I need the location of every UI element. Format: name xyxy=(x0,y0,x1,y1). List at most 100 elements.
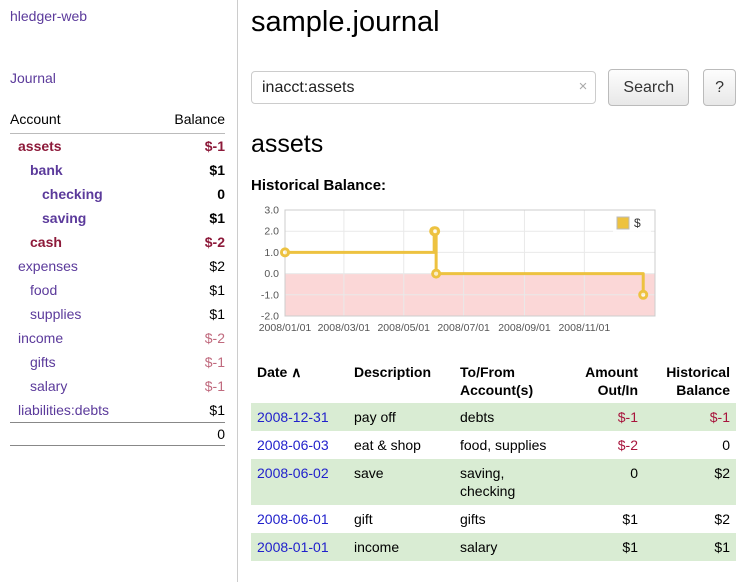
account-name-cell: supplies xyxy=(10,302,152,326)
transaction-date-link[interactable]: 2008-12-31 xyxy=(257,409,329,425)
chart-data-point xyxy=(638,289,649,300)
transaction-date-link[interactable]: 2008-06-02 xyxy=(257,465,329,481)
transaction-accounts: salary xyxy=(460,539,498,555)
account-balance: $1 xyxy=(209,402,225,418)
account-name-cell: liabilities:debts xyxy=(10,398,152,423)
svg-text:-1.0: -1.0 xyxy=(261,289,279,301)
account-link[interactable]: assets xyxy=(18,138,62,154)
account-balance: $1 xyxy=(209,162,225,178)
transaction-date-link[interactable]: 2008-06-01 xyxy=(257,511,329,527)
account-row: assets $-1 xyxy=(10,134,225,159)
svg-text:-2.0: -2.0 xyxy=(261,311,279,323)
account-balance: $2 xyxy=(209,258,225,274)
account-row: supplies $1 xyxy=(10,302,225,326)
account-row: bank $1 xyxy=(10,158,225,182)
account-name-cell: assets xyxy=(10,134,152,159)
account-balance: $1 xyxy=(209,210,225,226)
transaction-date-cell: 2008-06-03 xyxy=(251,431,348,459)
transaction-accounts: debts xyxy=(460,409,495,425)
account-name-cell: food xyxy=(10,278,152,302)
legend-swatch xyxy=(616,216,630,230)
chart-title: Historical Balance: xyxy=(251,177,387,194)
svg-text:2008/11/01: 2008/11/01 xyxy=(558,322,610,334)
account-link[interactable]: supplies xyxy=(30,306,82,322)
account-balance: $-2 xyxy=(204,234,225,250)
account-link[interactable]: cash xyxy=(30,234,62,250)
help-button[interactable]: ? xyxy=(703,69,736,106)
register-row: 2008-06-03 eat & shop food, supplies $-2 0 xyxy=(251,431,736,459)
account-row: expenses $2 xyxy=(10,254,225,278)
account-name-cell: gifts xyxy=(10,350,152,374)
transaction-date-cell: 2008-12-31 xyxy=(251,403,348,431)
account-row: checking 0 xyxy=(10,182,225,206)
register-row: 2008-01-01 income salary $1 $1 xyxy=(251,533,736,561)
transaction-amount: $-2 xyxy=(617,437,638,453)
account-link[interactable]: liabilities:debts xyxy=(18,402,110,418)
main-content: sample.journal × Search ? assets Histori… xyxy=(239,0,742,582)
accounts-total-spacer xyxy=(10,422,153,446)
account-row: saving $1 xyxy=(10,206,225,230)
svg-text:1.0: 1.0 xyxy=(264,247,279,259)
account-link[interactable]: expenses xyxy=(18,258,78,274)
account-name-cell: cash xyxy=(10,230,152,254)
sidebar: hledger-web Journal Account Balance asse… xyxy=(0,0,238,582)
accounts-total: 0 xyxy=(152,422,225,446)
register-row: 2008-06-02 save saving, checking 0 $2 xyxy=(251,459,736,505)
account-link[interactable]: saving xyxy=(42,210,87,226)
account-heading: assets xyxy=(251,130,324,158)
balance-column-header: Balance xyxy=(152,108,225,134)
account-row: salary $-1 xyxy=(10,374,225,398)
transaction-description: income xyxy=(354,539,400,555)
svg-text:2.0: 2.0 xyxy=(264,226,279,238)
search-input[interactable] xyxy=(251,71,597,104)
account-link[interactable]: salary xyxy=(30,378,68,394)
account-link[interactable]: income xyxy=(18,330,64,346)
description-column-header: Description xyxy=(354,364,432,380)
journal-link[interactable]: Journal xyxy=(10,70,56,86)
account-name-cell: salary xyxy=(10,374,152,398)
transaction-date-link[interactable]: 2008-01-01 xyxy=(257,539,329,555)
transaction-amount: $1 xyxy=(622,511,638,527)
account-link[interactable]: food xyxy=(30,282,58,298)
transaction-description: save xyxy=(354,465,384,481)
svg-text:2008/09/01: 2008/09/01 xyxy=(498,322,551,334)
date-column-header[interactable]: Date ∧ xyxy=(251,359,348,403)
transaction-description: pay off xyxy=(354,409,396,425)
clear-search-icon[interactable]: × xyxy=(578,78,588,95)
transaction-date-cell: 2008-06-02 xyxy=(251,459,348,505)
legend-label: $ xyxy=(634,216,641,230)
account-row: income $-2 xyxy=(10,326,225,350)
account-balance: $-1 xyxy=(204,354,225,370)
account-balance: $-1 xyxy=(204,378,225,394)
search-form: × Search ? xyxy=(251,69,736,106)
app-title-link[interactable]: hledger-web xyxy=(10,8,88,24)
account-row: food $1 xyxy=(10,278,225,302)
accounts-body: assets $-1 bank $1 checking 0 saving $1 cash $-2 e… xyxy=(10,134,225,423)
accounts-header-row: Account Balance xyxy=(10,108,225,134)
transaction-description: gift xyxy=(354,511,373,527)
svg-text:2008/03/01: 2008/03/01 xyxy=(318,322,371,334)
account-balance: $1 xyxy=(209,282,225,298)
account-link[interactable]: checking xyxy=(42,186,103,202)
transaction-date-cell: 2008-01-01 xyxy=(251,533,348,561)
register-row: 2008-12-31 pay off debts $-1 $-1 xyxy=(251,403,736,431)
amount-column-header: Amount Out/In xyxy=(585,364,638,398)
chart-data-point xyxy=(430,226,441,237)
transaction-balance: $2 xyxy=(714,511,730,527)
account-column-header: Account xyxy=(10,108,153,134)
transaction-date-link[interactable]: 2008-06-03 xyxy=(257,437,329,453)
account-link[interactable]: gifts xyxy=(30,354,56,370)
transaction-balance: 0 xyxy=(722,437,730,453)
account-name-cell: income xyxy=(10,326,152,350)
register-header-row: Date ∧ Description To/From Account(s) Amo… xyxy=(251,359,736,403)
transaction-balance: $1 xyxy=(714,539,730,555)
search-button[interactable]: Search xyxy=(608,69,690,106)
account-row: cash $-2 xyxy=(10,230,225,254)
transaction-balance: $2 xyxy=(714,465,730,481)
search-field-wrap: × xyxy=(251,71,597,104)
account-name-cell: checking xyxy=(10,182,152,206)
account-link[interactable]: bank xyxy=(30,162,63,178)
page-title: sample.journal xyxy=(251,6,440,38)
svg-text:2008/01/01: 2008/01/01 xyxy=(259,322,312,334)
